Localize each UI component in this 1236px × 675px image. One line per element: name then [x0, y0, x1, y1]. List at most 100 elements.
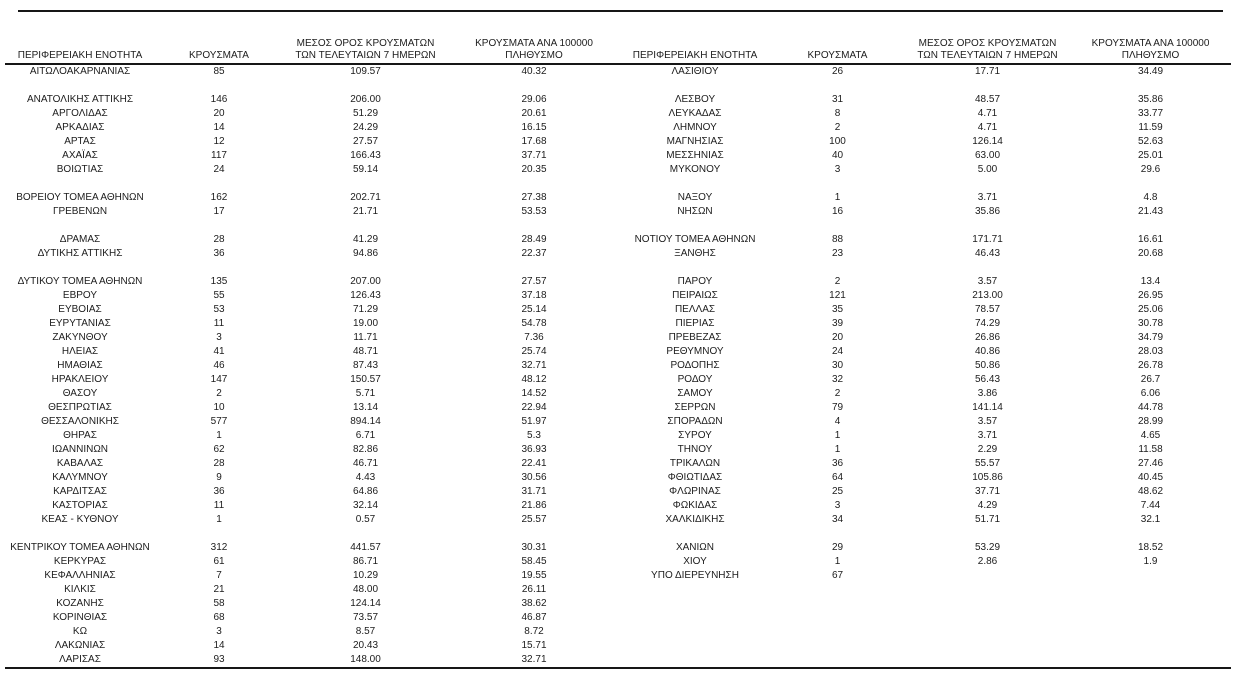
avg7-cell: 5.00 — [977, 164, 998, 175]
cases-cell: 79 — [831, 402, 844, 413]
region-name-cell: ΖΑΚΥΝΘΟΥ — [52, 332, 108, 343]
avg7-cell: 48.57 — [974, 94, 1001, 105]
table-row: ΑΡΚΑΔΙΑΣ 14 24.29 16.15 ΛΗΜΝΟΥ 2 4.71 11.59 — [5, 121, 1231, 135]
table-row: ΚΑΒΑΛΑΣ 28 46.71 22.41 ΤΡΙΚΑΛΩΝ 36 55.57 27.46 — [5, 457, 1231, 471]
region-name-cell: ΜΑΓΝΗΣΙΑΣ — [666, 136, 724, 147]
avg7-cell: 206.00 — [350, 94, 381, 105]
empty-cell — [5, 261, 155, 275]
per100k-cell: 25.06 — [1137, 304, 1164, 315]
table-row: ΑΡΓΟΛΙΔΑΣ 20 51.29 20.61 ΛΕΥΚΑΔΑΣ 8 4.71 33.77 — [5, 107, 1231, 121]
per100k-cell: 19.55 — [521, 570, 547, 581]
table-row — [5, 219, 1231, 233]
per100k-cell: 54.78 — [521, 318, 547, 329]
table-row: ΘΗΡΑΣ 1 6.71 5.3 ΣΥΡΟΥ 1 3.71 4.65 — [5, 429, 1231, 443]
column-header: ΠΕΡΙΦΕΡΕΙΑΚΗ ΕΝΟΤΗΤΑ — [17, 49, 143, 61]
empty-cell — [620, 583, 770, 597]
table-row — [5, 527, 1231, 541]
region-name-cell: ΒΟΙΩΤΙΑΣ — [56, 164, 104, 175]
region-name-cell: ΠΕΙΡΑΙΩΣ — [672, 290, 718, 301]
table-row: ΑΡΤΑΣ 12 27.57 17.68 ΜΑΓΝΗΣΙΑΣ 100 126.14 52.63 — [5, 135, 1231, 149]
cases-cell: 61 — [213, 556, 225, 567]
avg7-cell: 2.29 — [977, 444, 998, 455]
cases-cell: 1 — [216, 514, 222, 525]
per100k-cell: 36.93 — [521, 444, 547, 455]
per100k-cell: 21.86 — [521, 500, 547, 511]
empty-cell — [1070, 625, 1231, 639]
per100k-cell: 11.59 — [1138, 122, 1163, 133]
cases-cell: 1 — [834, 192, 841, 203]
per100k-cell: 51.97 — [521, 416, 547, 427]
cases-cell: 121 — [829, 290, 846, 301]
region-name-cell: ΘΕΣΠΡΩΤΙΑΣ — [48, 402, 112, 413]
per100k-cell: 25.74 — [521, 346, 547, 357]
region-name-cell: ΥΠΟ ΔΙΕΡΕΥΝΗΣΗ — [651, 570, 739, 581]
per100k-cell: 22.37 — [521, 248, 547, 259]
avg7-cell: 0.57 — [355, 514, 376, 525]
region-name-cell: ΒΟΡΕΙΟΥ ΤΟΜΕΑ ΑΘΗΝΩΝ — [16, 192, 144, 203]
cases-cell: 14 — [213, 122, 225, 133]
region-name-cell: ΞΑΝΘΗΣ — [674, 248, 716, 259]
column-header: ΜΕΣΟΣ ΟΡΟΣ ΚΡΟΥΣΜΑΤΩΝ ΤΩΝ ΤΕΛΕΥΤΑΙΩΝ 7 Η… — [917, 38, 1058, 61]
cases-cell: 24 — [213, 164, 225, 175]
empty-cell — [770, 597, 905, 611]
avg7-cell: 202.71 — [350, 192, 381, 203]
cases-cell: 147 — [210, 374, 228, 385]
region-name-cell: ΕΥΡΥΤΑΝΙΑΣ — [49, 318, 111, 329]
region-name-cell: ΧΑΝΙΩΝ — [675, 542, 715, 553]
table-row: ΚΟΖΑΝΗΣ 58 124.14 38.62 — [5, 597, 1231, 611]
table-row: ΛΑΚΩΝΙΑΣ 14 20.43 15.71 — [5, 639, 1231, 653]
empty-cell — [283, 527, 448, 541]
cases-cell: 23 — [831, 248, 844, 259]
empty-cell — [620, 219, 770, 233]
empty-cell — [770, 625, 905, 639]
region-name-cell: ΝΗΣΩΝ — [677, 206, 713, 217]
per100k-cell: 16.61 — [1137, 234, 1164, 245]
cases-cell: 64 — [831, 472, 844, 483]
avg7-cell: 59.14 — [352, 164, 379, 175]
table-row — [5, 79, 1231, 93]
per100k-cell: 29.06 — [521, 94, 547, 105]
avg7-cell: 82.86 — [352, 444, 379, 455]
empty-cell — [5, 219, 155, 233]
region-name-cell: ΚΩ — [72, 626, 88, 637]
region-name-cell: ΠΕΛΛΑΣ — [674, 304, 716, 315]
table-row: ΒΟΡΕΙΟΥ ΤΟΜΕΑ ΑΘΗΝΩΝ 162 202.71 27.38 ΝΑΞΟΥ 1… — [5, 191, 1231, 205]
empty-cell — [905, 177, 1070, 191]
avg7-cell: 105.86 — [972, 472, 1003, 483]
region-name-cell: ΔΡΑΜΑΣ — [59, 234, 101, 245]
avg7-cell: 8.57 — [355, 626, 376, 637]
avg7-cell: 40.86 — [974, 346, 1001, 357]
cases-table: ΠΕΡΙΦΕΡΕΙΑΚΗ ΕΝΟΤΗΤΑ ΚΡΟΥΣΜΑΤΑ ΜΕΣΟΣ ΟΡΟΣ … — [5, 12, 1231, 669]
cases-cell: 2 — [834, 122, 841, 133]
empty-cell — [448, 177, 620, 191]
table-body: ΑΙΤΩΛΟΑΚΑΡΝΑΝΙΑΣ 85 109.57 40.32 ΛΑΣΙΘΙΟΥ 26 1… — [5, 64, 1231, 668]
region-name-cell: ΕΒΡΟΥ — [62, 290, 98, 301]
table-row: ΔΥΤΙΚΗΣ ΑΤΤΙΚΗΣ 36 94.86 22.37 ΞΑΝΘΗΣ 23 46.43… — [5, 247, 1231, 261]
region-name-cell: ΔΥΤΙΚΟΥ ΤΟΜΕΑ ΑΘΗΝΩΝ — [17, 276, 143, 287]
region-name-cell: ΜΕΣΣΗΝΙΑΣ — [666, 150, 724, 161]
cases-cell: 14 — [213, 640, 225, 651]
cases-cell: 28 — [213, 234, 225, 245]
cases-cell: 29 — [831, 542, 844, 553]
avg7-cell: 64.86 — [352, 486, 379, 497]
cases-cell: 3 — [216, 332, 222, 343]
avg7-cell: 17.71 — [974, 66, 1001, 77]
region-name-cell: ΚΑΡΔΙΤΣΑΣ — [53, 486, 107, 497]
per100k-cell: 44.78 — [1137, 402, 1164, 413]
avg7-cell: 46.43 — [974, 248, 1001, 259]
region-name-cell: ΡΟΔΟΠΗΣ — [670, 360, 720, 371]
empty-cell — [155, 177, 283, 191]
table-row: ΑΧΑΪΑΣ 117 166.43 37.71 ΜΕΣΣΗΝΙΑΣ 40 63.00 25.0… — [5, 149, 1231, 163]
empty-cell — [770, 261, 905, 275]
region-name-cell: ΣΠΟΡΑΔΩΝ — [667, 416, 723, 427]
table-row: ΘΕΣΠΡΩΤΙΑΣ 10 13.14 22.94 ΣΕΡΡΩΝ 79 141.14 44.7… — [5, 401, 1231, 415]
per100k-cell: 32.71 — [521, 654, 547, 665]
avg7-cell: 87.43 — [352, 360, 379, 371]
avg7-cell: 51.29 — [352, 108, 379, 119]
empty-cell — [155, 261, 283, 275]
empty-cell — [448, 219, 620, 233]
per100k-cell: 13.4 — [1140, 276, 1161, 287]
region-name-cell: ΚΕΑΣ - ΚΥΘΝΟΥ — [41, 514, 119, 525]
avg7-cell: 48.71 — [352, 346, 379, 357]
